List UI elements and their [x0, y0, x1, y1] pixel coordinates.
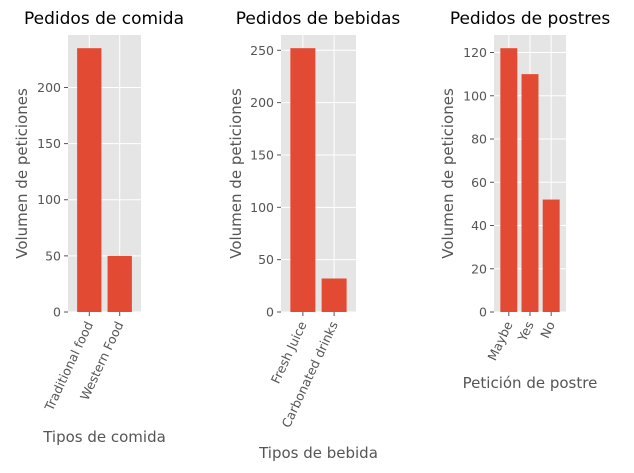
- y-axis-label: Volumen de peticiones: [13, 88, 31, 259]
- y-tick-label: 60: [471, 175, 487, 190]
- y-tick-label: 50: [258, 252, 274, 267]
- y-tick-label: 0: [266, 305, 274, 320]
- y-tick-label: 0: [53, 305, 61, 320]
- x-axis-label: Tipos de comida: [42, 428, 166, 446]
- bar: [107, 255, 132, 312]
- y-tick-label: 150: [37, 136, 61, 151]
- x-axis-label: Tipos de bebida: [258, 444, 378, 462]
- y-axis-label: Volumen de peticiones: [227, 88, 245, 259]
- y-tick-label: 120: [463, 45, 487, 60]
- chart-panel-3: 0 20 40 60 80 100 120 Maybe Yes No Pedidos de post…: [439, 9, 610, 392]
- chart-title: Pedidos de comida: [24, 9, 184, 29]
- y-tick-label: 100: [250, 200, 274, 215]
- bar: [321, 278, 347, 312]
- y-tick-label: 50: [45, 248, 61, 263]
- y-axis-label: Volumen de peticiones: [439, 88, 457, 259]
- y-tick-label: 150: [250, 147, 274, 162]
- bar: [521, 74, 539, 313]
- chart-title: Pedidos de bebidas: [236, 9, 401, 29]
- x-tick-label: No: [537, 319, 558, 341]
- y-tick-label: 40: [471, 218, 487, 233]
- bar: [542, 199, 560, 312]
- y-tick-label: 100: [37, 192, 61, 207]
- y-tick-label: 80: [471, 132, 487, 147]
- y-tick-label: 200: [37, 80, 61, 95]
- x-tick-label: Maybe: [484, 319, 515, 363]
- y-tick-label: 200: [250, 95, 274, 110]
- bar: [77, 48, 102, 312]
- bar: [290, 48, 316, 312]
- x-tick-label: Yes: [514, 319, 537, 345]
- chart-title: Pedidos de postres: [450, 9, 611, 29]
- bar: [500, 48, 518, 312]
- y-tick-label: 0: [479, 305, 487, 320]
- y-tick-label: 250: [250, 43, 274, 58]
- y-tick-label: 20: [471, 261, 487, 276]
- y-tick-label: 100: [463, 88, 487, 103]
- x-axis-label: Petición de postre: [463, 374, 598, 392]
